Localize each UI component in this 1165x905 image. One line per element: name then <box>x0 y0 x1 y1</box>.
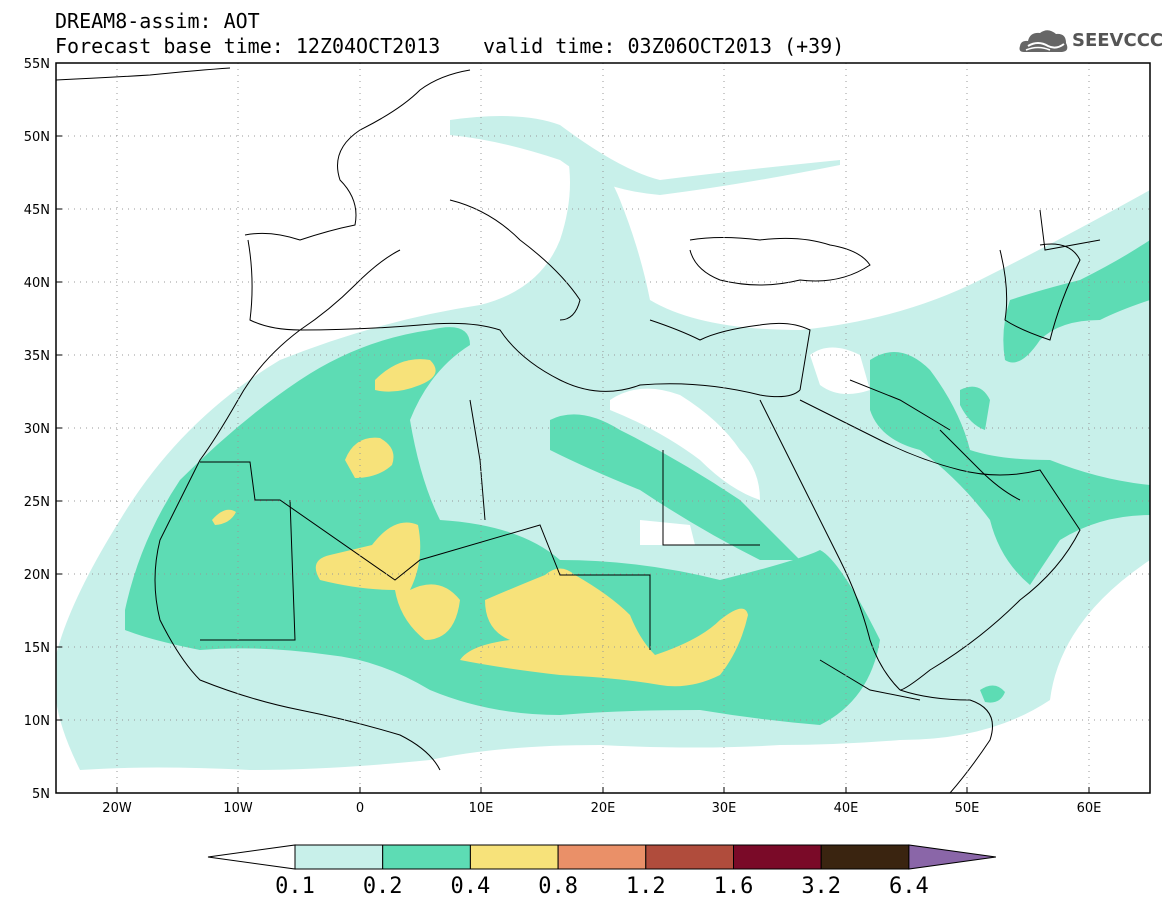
lat-label: 10N <box>24 714 50 729</box>
lat-label: 20N <box>24 568 50 583</box>
lat-label: 45N <box>24 203 50 218</box>
lat-label: 25N <box>24 495 50 510</box>
lon-label: 30E <box>712 801 737 816</box>
legend-level-label: 0.1 <box>275 874 315 899</box>
legend-level-label: 0.4 <box>451 874 491 899</box>
lon-label: 40E <box>834 801 859 816</box>
coastline-italy <box>449 199 581 321</box>
lat-label: 35N <box>24 349 50 364</box>
aot-contour-high <box>345 437 394 478</box>
coastline-gulf <box>939 429 1021 501</box>
aot-contour-mid <box>980 685 1005 703</box>
legend-level-label: 0.2 <box>363 874 403 899</box>
lat-label: 40N <box>24 276 50 291</box>
lat-label: 15N <box>24 641 50 656</box>
lon-label: 10E <box>469 801 494 816</box>
aot-contour-high <box>375 359 436 392</box>
lon-label: 10W <box>223 801 253 816</box>
legend-swatch <box>645 844 734 870</box>
aot-clear-area <box>610 388 760 500</box>
cloud-icon <box>1019 30 1068 52</box>
aot-contour-mid <box>125 327 880 725</box>
coastline-caspian <box>999 243 1081 341</box>
lon-label: 20E <box>591 801 616 816</box>
lon-label: 50E <box>955 801 980 816</box>
coastline-north-africa <box>237 322 801 401</box>
border <box>849 379 951 431</box>
logo-text: SEEVCCC <box>1072 30 1164 51</box>
aot-contour-high <box>212 509 236 525</box>
coastline-east-africa <box>899 689 993 793</box>
lat-label: 5N <box>32 787 50 802</box>
base-time-label: Forecast base time: 12Z04OCT2013 <box>55 34 441 58</box>
legend-swatch <box>469 844 559 870</box>
legend-arrow-low <box>207 844 296 870</box>
legend-swatch <box>820 844 910 870</box>
legend-level-label: 3.2 <box>801 874 841 899</box>
legend-swatch <box>294 844 384 870</box>
legend-swatch <box>382 844 471 870</box>
border <box>1039 209 1101 251</box>
map-title: DREAM8-assim: AOT <box>55 9 260 33</box>
legend-level-label: 0.8 <box>538 874 578 899</box>
aot-clear-area <box>640 520 695 545</box>
graticule <box>56 63 1150 793</box>
lon-label: 0 <box>356 801 364 816</box>
seevccc-logo: SEEVCCC <box>1018 24 1163 58</box>
lon-label: 20W <box>102 801 132 816</box>
coastline-europe <box>244 69 471 241</box>
lat-label: 50N <box>24 130 50 145</box>
legend-arrow-high <box>908 844 996 870</box>
legend-level-label: 1.6 <box>714 874 754 899</box>
coastline-west-africa <box>154 399 441 771</box>
border <box>662 450 760 546</box>
lat-label: 55N <box>24 57 50 72</box>
aot-contour-low <box>450 116 840 195</box>
legend-swatch <box>733 844 822 870</box>
border <box>200 461 651 650</box>
aot-contour-high <box>315 522 460 640</box>
lon-label: 60E <box>1077 801 1102 816</box>
border <box>200 499 296 641</box>
legend-level-label: 6.4 <box>889 874 929 899</box>
coastline-black-sea <box>689 237 871 286</box>
aot-contour-high <box>460 568 748 687</box>
coastline-arabia <box>799 399 1081 691</box>
border <box>469 399 486 521</box>
coastline-red-sea <box>759 399 901 691</box>
aot-contour-mid <box>870 352 1150 585</box>
aot-contour-mid <box>960 386 990 430</box>
aot-contour-mid <box>1003 240 1150 363</box>
border <box>819 659 921 701</box>
legend-swatch <box>557 844 647 870</box>
legend-level-label: 1.2 <box>626 874 666 899</box>
aot-contour-mid <box>550 414 800 560</box>
coastline <box>56 67 231 81</box>
axis-ticks <box>56 62 1090 794</box>
lat-label: 30N <box>24 422 50 437</box>
valid-time-label: valid time: 03Z06OCT2013 (+39) <box>483 34 845 58</box>
coastline-levant <box>649 319 811 391</box>
